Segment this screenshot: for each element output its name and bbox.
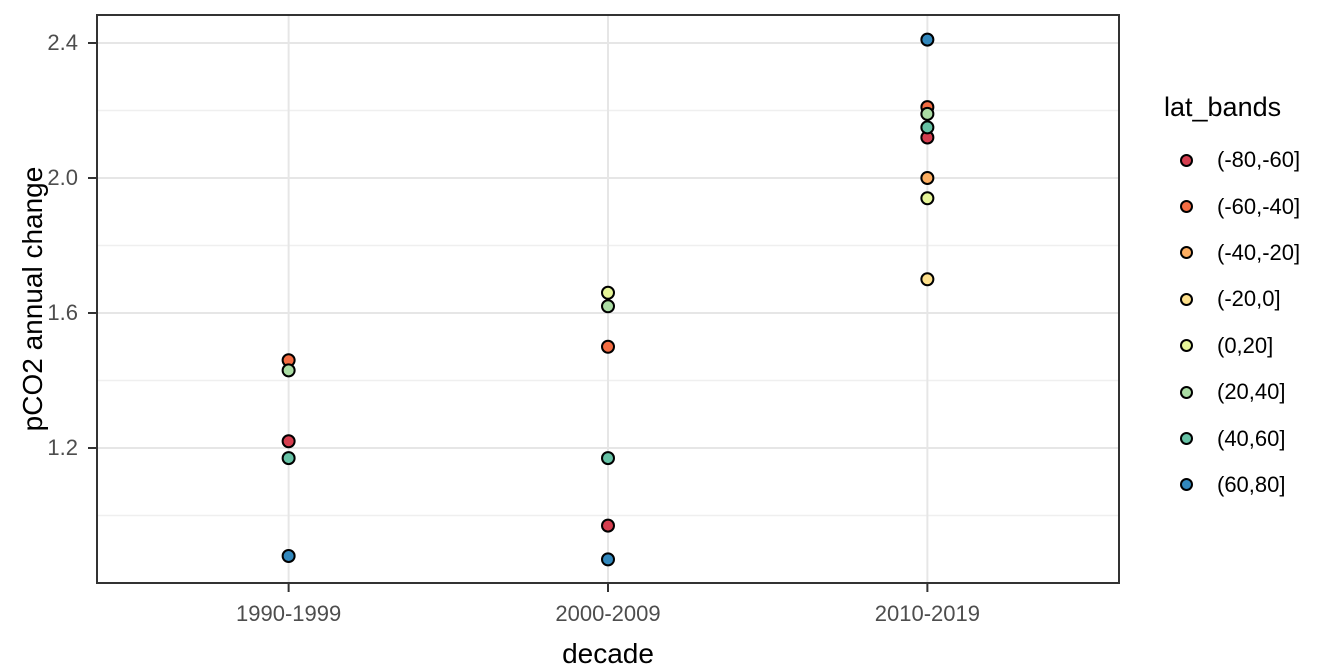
legend-point-icon: [1180, 385, 1193, 399]
legend-point-icon: [1180, 200, 1193, 214]
data-point: [601, 451, 615, 466]
y-axis-tick-label: 1.2: [47, 435, 78, 460]
legend-item-label: (-60,-40]: [1217, 193, 1301, 219]
data-point: [920, 272, 935, 287]
legend-item: (60,80]: [1180, 462, 1300, 508]
data-point: [601, 518, 615, 533]
data-point: [920, 171, 935, 186]
legend-item-label: (0,20]: [1217, 332, 1274, 358]
data-point: [281, 363, 296, 378]
legend: lat_bands (-80,-60] (-60,-40] (-40,-20] (-2…: [1164, 85, 1300, 508]
data-point: [601, 299, 615, 314]
data-point: [601, 285, 615, 300]
legend-item-label: (-20,0]: [1217, 286, 1281, 312]
legend-point-icon: [1180, 478, 1193, 492]
legend-item: (-80,-60]: [1180, 137, 1300, 183]
legend-item: (-40,-20]: [1180, 230, 1300, 276]
data-point: [920, 120, 935, 135]
legend-point-icon: [1180, 432, 1193, 446]
legend-item: (-60,-40]: [1180, 183, 1300, 229]
legend-item-label: (-80,-60]: [1217, 147, 1301, 173]
legend-point-icon: [1180, 153, 1193, 167]
legend-item-label: (60,80]: [1217, 471, 1286, 497]
y-axis-tick-label: 2.4: [47, 30, 78, 55]
legend-point-icon: [1180, 246, 1193, 260]
x-axis-tick-label: 1990-1999: [236, 601, 342, 626]
legend-item: (40,60]: [1180, 415, 1300, 461]
legend-items: (-80,-60] (-60,-40] (-40,-20] (-20,0] (0,20]…: [1164, 137, 1300, 508]
data-point: [281, 549, 296, 564]
x-axis-tick-label: 2000-2009: [555, 601, 661, 626]
legend-item: (0,20]: [1180, 323, 1300, 369]
x-axis-title: decade: [562, 638, 654, 669]
x-axis-tick-label: 2010-2019: [874, 601, 980, 626]
legend-point-icon: [1180, 339, 1193, 353]
data-point: [601, 339, 615, 354]
data-point: [601, 552, 615, 567]
data-point: [920, 106, 935, 121]
data-point: [920, 32, 935, 47]
legend-item-label: (40,60]: [1217, 425, 1286, 451]
legend-item-label: (-40,-20]: [1217, 239, 1301, 265]
legend-point-icon: [1180, 292, 1193, 306]
legend-item: (-20,0]: [1180, 276, 1300, 322]
data-point: [281, 451, 296, 466]
y-axis-tick-label: 1.6: [47, 300, 78, 325]
legend-item: (20,40]: [1180, 369, 1300, 415]
legend-item-label: (20,40]: [1217, 379, 1286, 405]
data-point: [920, 191, 935, 206]
y-axis-tick-label: 2.0: [47, 165, 78, 190]
data-point: [281, 434, 296, 449]
legend-title: lat_bands: [1164, 92, 1282, 122]
